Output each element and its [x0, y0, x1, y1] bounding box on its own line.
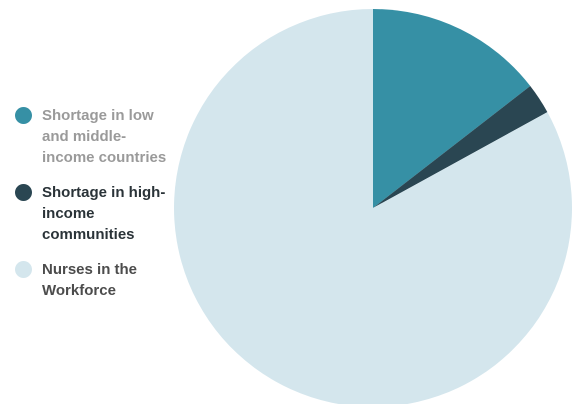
legend-label-high-income-shortage: Shortage in high-income communities: [42, 184, 166, 243]
legend-swatch-high-income-shortage: [15, 184, 32, 201]
pie-slice-high-income-shortage: [373, 86, 548, 208]
legend-item-low-middle-income-shortage: Shortage in low and middle-income countr…: [15, 105, 175, 168]
legend-swatch-nurses-in-workforce: [15, 261, 32, 278]
legend-label-nurses-in-workforce: Nurses in the Workforce: [42, 261, 138, 299]
pie-slice-nurses-in-workforce: [174, 9, 572, 404]
legend: Shortage in low and middle-income countr…: [15, 105, 175, 315]
legend-item-nurses-in-workforce: Nurses in the Workforce: [15, 259, 175, 301]
legend-item-high-income-shortage: Shortage in high-income communities: [15, 182, 175, 245]
legend-label-low-middle-income-shortage: Shortage in low and middle-income countr…: [42, 107, 167, 166]
legend-swatch-low-middle-income-shortage: [15, 107, 32, 124]
pie-slice-low-middle-income-shortage: [373, 9, 531, 208]
